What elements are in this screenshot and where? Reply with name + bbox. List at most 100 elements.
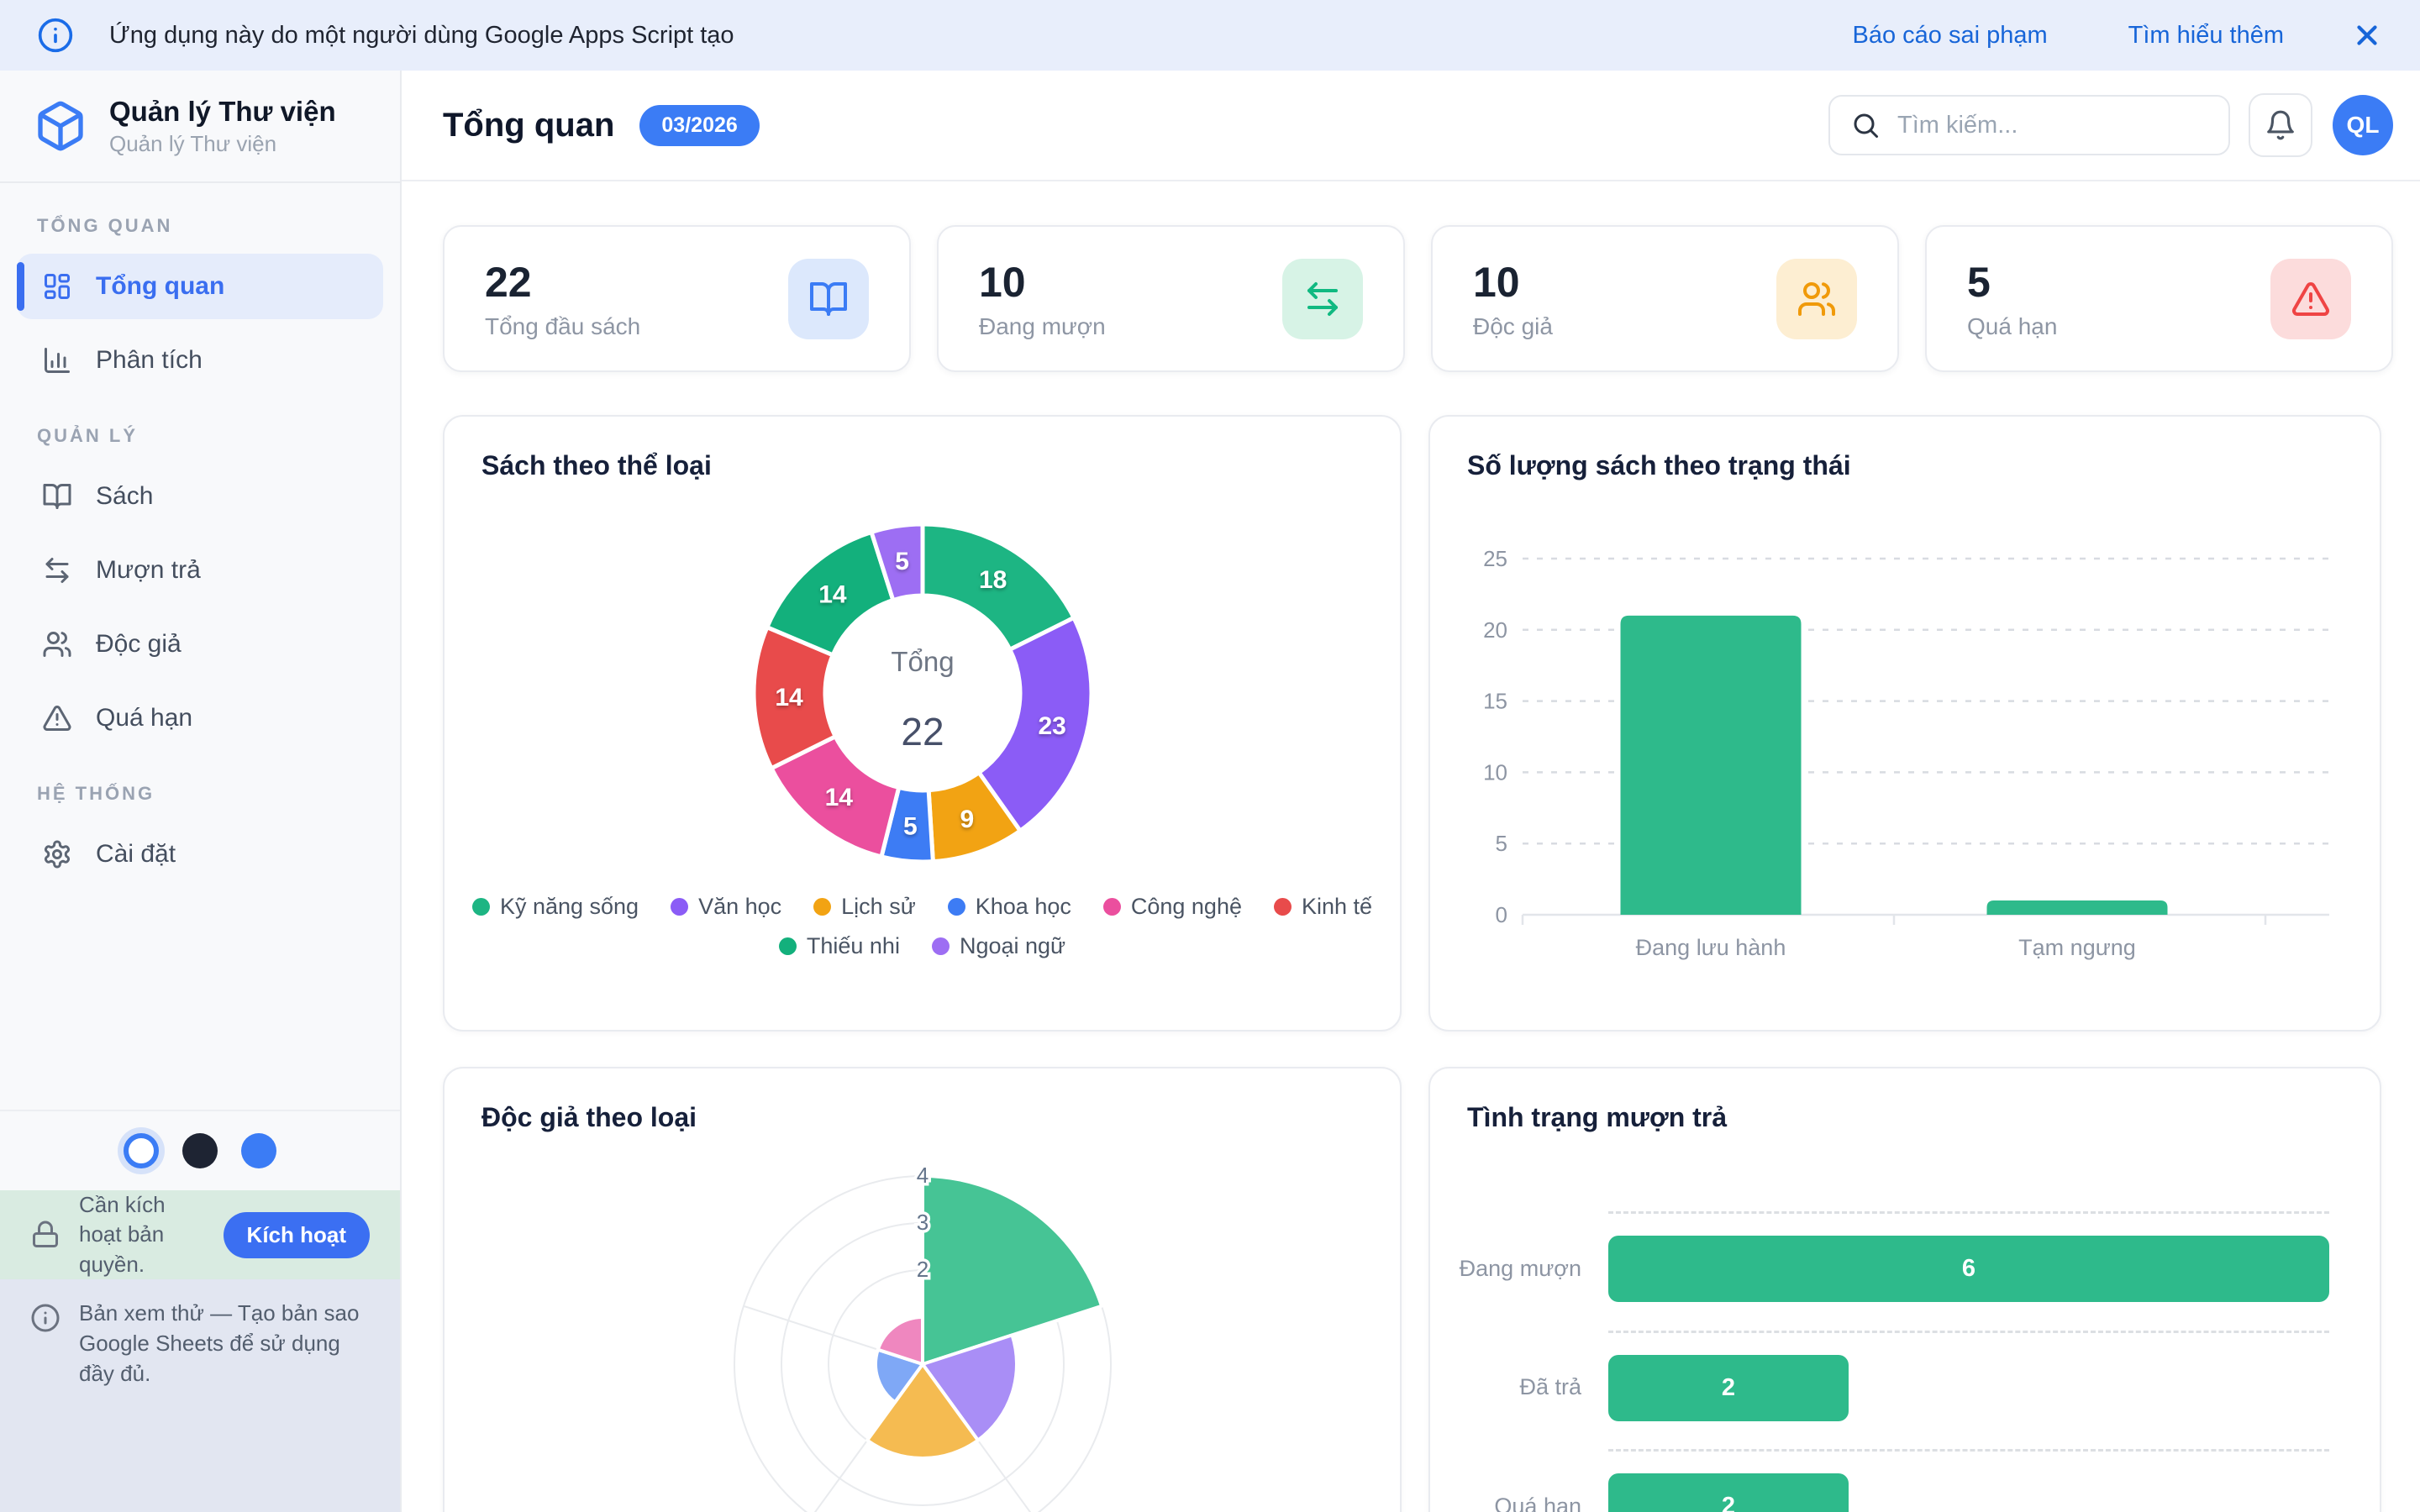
bar-chart-icon — [42, 345, 72, 375]
status-bar-chart: 0 5 10 15 20 25 Đang lưu hành Tạm ngưng — [1483, 546, 2329, 960]
close-icon[interactable] — [2351, 19, 2383, 51]
search-box[interactable] — [1828, 95, 2230, 155]
info-circle-icon — [30, 1303, 60, 1333]
search-icon — [1850, 110, 1881, 140]
svg-text:3: 3 — [917, 1210, 929, 1235]
theme-switcher — [0, 1110, 400, 1190]
stats-row: 22 Tổng đầu sách 10 Đang mượn — [443, 225, 2393, 372]
legend-dot — [947, 898, 965, 916]
book-open-icon — [788, 258, 869, 339]
info-icon — [37, 17, 74, 54]
svg-text:15: 15 — [1483, 689, 1507, 714]
legend-dot — [1102, 898, 1121, 916]
svg-text:9: 9 — [960, 806, 975, 833]
month-badge: 03/2026 — [639, 104, 760, 146]
card-books-by-genre: Sách theo thể loại 18 23 9 5 14 14 14 5 Tổng 22 K… — [443, 415, 1402, 1032]
svg-text:5: 5 — [903, 812, 918, 840]
legend-dot — [471, 898, 490, 916]
theme-dot-dark[interactable] — [182, 1133, 218, 1169]
users-icon — [42, 629, 72, 659]
legend-item[interactable]: Kinh tế — [1273, 894, 1373, 920]
banner-message: Ứng dụng này do một người dùng Google Ap… — [109, 21, 734, 49]
hbar-bar: 2 — [1608, 1473, 1849, 1512]
svg-text:Đang lưu hành: Đang lưu hành — [1636, 935, 1786, 960]
card-title: Sách theo thể loại — [481, 450, 712, 480]
sidebar-item-overview[interactable]: Tổng quan — [17, 254, 383, 319]
report-abuse-link[interactable]: Báo cáo sai phạm — [1852, 21, 2048, 49]
legend-label: Văn học — [698, 894, 782, 919]
lock-icon — [30, 1220, 60, 1250]
sidebar-item-settings[interactable]: Cài đặt — [17, 822, 383, 887]
legend-dot — [1273, 898, 1292, 916]
cube-logo-icon — [34, 99, 87, 153]
app-title: Quản lý Thư viện — [109, 95, 336, 127]
sidebar-item-books[interactable]: Sách — [17, 464, 383, 529]
svg-text:18: 18 — [979, 566, 1007, 594]
hbar-category-label: Quá hạn — [1494, 1493, 1581, 1512]
legend-item[interactable]: Công nghệ — [1102, 894, 1242, 920]
svg-text:23: 23 — [1039, 712, 1066, 740]
alert-triangle-icon — [42, 703, 72, 733]
svg-text:5: 5 — [895, 548, 909, 575]
notifications-button[interactable] — [2249, 93, 2312, 157]
sidebar-nav: TỔNG QUAN Tổng quan Phân tích QUẢN LÝ — [0, 183, 400, 895]
search-input[interactable] — [1897, 111, 2200, 139]
legend-item[interactable]: Lịch sử — [813, 894, 916, 920]
gridline — [1608, 1211, 2329, 1214]
section-label-system: HỆ THỐNG — [37, 783, 155, 804]
svg-text:10: 10 — [1483, 759, 1507, 785]
sidebar: Quản lý Thư viện Quản lý Thư viện TỔNG Q… — [0, 71, 402, 1512]
gridline — [1608, 1330, 2329, 1333]
svg-text:5: 5 — [1496, 831, 1507, 856]
swap-arrows-icon — [42, 555, 72, 585]
legend-item[interactable]: Kỹ năng sống — [471, 894, 639, 920]
hbar-bar: 2 — [1608, 1354, 1849, 1421]
donut-chart: 18 23 9 5 14 14 14 5 Tổng 22 — [751, 522, 1094, 864]
hbar-category-label: Đang mượn — [1459, 1255, 1581, 1281]
bell-icon — [2265, 109, 2296, 141]
alert-triangle-icon — [2270, 258, 2351, 339]
legend-label: Kinh tế — [1301, 894, 1373, 919]
legend-label: Thiếu nhi — [806, 933, 900, 958]
divider — [0, 181, 400, 183]
sidebar-item-borrow[interactable]: Mượn trả — [17, 538, 383, 603]
legend-item[interactable]: Khoa học — [947, 894, 1071, 920]
license-banner: Cần kích hoạt bản quyền. Kích hoạt — [0, 1190, 400, 1279]
legend-dot — [931, 937, 950, 955]
legend-item[interactable]: Thiếu nhi — [778, 933, 900, 959]
gear-icon — [42, 839, 72, 869]
legend-label: Khoa học — [975, 894, 1071, 919]
learn-more-link[interactable]: Tìm hiểu thêm — [2128, 21, 2284, 49]
sidebar-item-overdue[interactable]: Quá hạn — [17, 685, 383, 751]
card-title: Tình trạng mượn trả — [1467, 1102, 1728, 1132]
svg-text:4: 4 — [917, 1163, 929, 1188]
theme-dot-light[interactable] — [124, 1133, 159, 1169]
active-indicator — [17, 262, 24, 311]
donut-legend: Kỹ năng sống Văn học Lịch sử Khoa học Công n… — [445, 894, 1400, 959]
users-icon — [1776, 258, 1857, 339]
gridline — [1608, 1449, 2329, 1452]
legend-label: Công nghệ — [1130, 894, 1242, 919]
legend-label: Ngoại ngữ — [959, 933, 1066, 958]
section-label-overview: TỔNG QUAN — [37, 215, 173, 236]
page-title: Tổng quan — [443, 106, 615, 144]
sidebar-item-analytics[interactable]: Phân tích — [17, 328, 383, 393]
svg-text:20: 20 — [1483, 617, 1507, 643]
dashboard-grid-icon — [42, 271, 72, 302]
app-subtitle: Quản lý Thư viện — [109, 130, 277, 156]
legend-item[interactable]: Ngoại ngữ — [931, 933, 1066, 959]
sidebar-item-readers[interactable]: Độc giả — [17, 612, 383, 677]
card-title: Số lượng sách theo trạng thái — [1467, 450, 1851, 480]
svg-text:22: 22 — [901, 710, 944, 753]
legend-label: Lịch sử — [841, 894, 916, 919]
app-logo-block: Quản lý Thư viện Quản lý Thư viện — [0, 71, 400, 181]
svg-text:25: 25 — [1483, 546, 1507, 571]
legend-item[interactable]: Văn học — [671, 894, 781, 920]
activate-button[interactable]: Kích hoạt — [223, 1211, 370, 1258]
trial-banner: Bản xem thử — Tạo bản sao Google Sheets … — [0, 1278, 400, 1512]
avatar[interactable]: QL — [2333, 95, 2393, 155]
legend-label: Kỹ năng sống — [499, 894, 639, 919]
theme-dot-blue[interactable] — [241, 1133, 276, 1169]
section-label-manage: QUẢN LÝ — [37, 425, 138, 446]
license-message: Cần kích hoạt bản quyền. — [79, 1192, 166, 1277]
